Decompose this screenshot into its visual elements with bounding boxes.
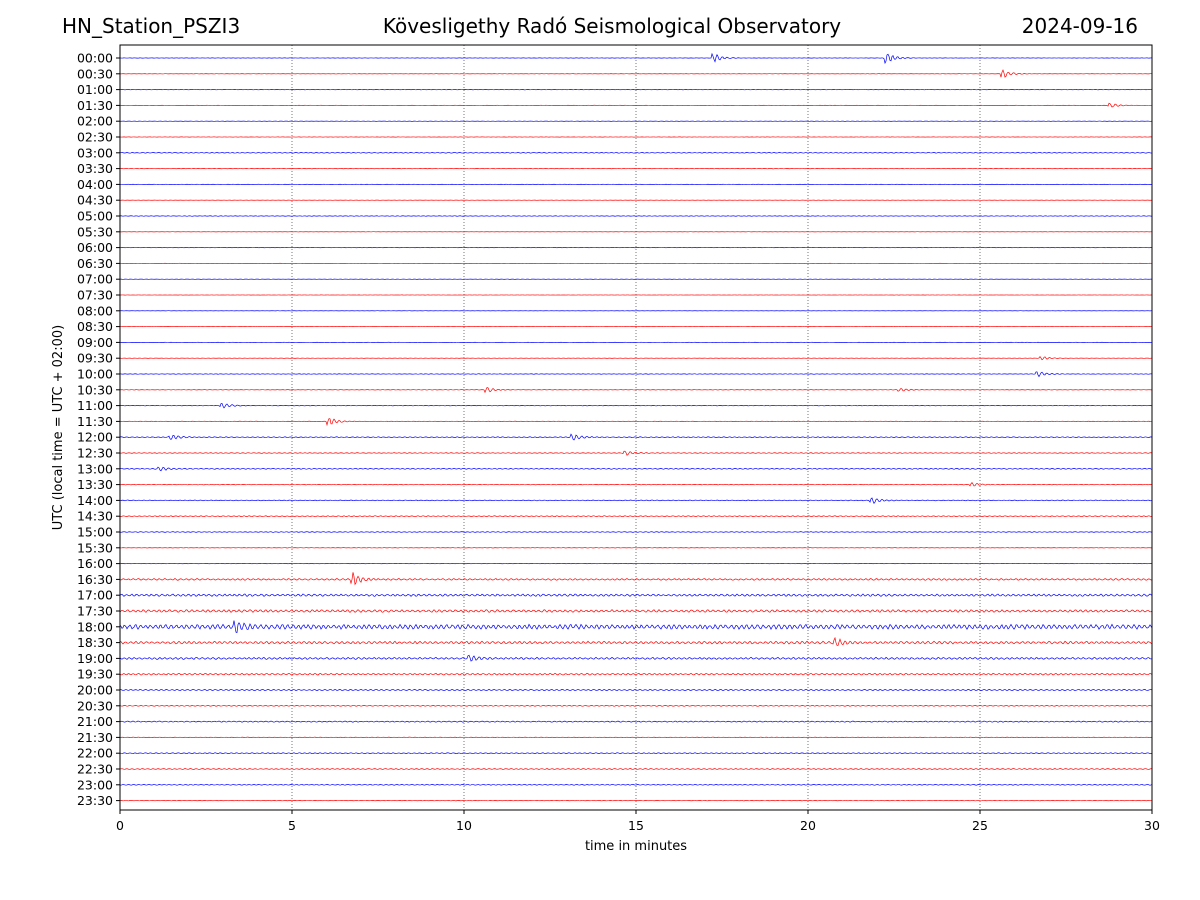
y-tick-label: 12:30 — [77, 446, 113, 461]
seismic-trace — [119, 720, 1153, 723]
x-tick-label: 30 — [1144, 818, 1160, 833]
x-axis-label: time in minutes — [585, 839, 687, 854]
y-axis-label: UTC (local time = UTC + 02:00) — [51, 325, 66, 530]
seismic-trace — [119, 672, 1153, 676]
seismic-trace — [119, 355, 1153, 361]
seismic-trace — [119, 572, 1153, 586]
y-tick-label: 01:00 — [77, 82, 113, 97]
seismic-trace — [119, 620, 1153, 634]
seismic-trace — [119, 531, 1153, 533]
record-date: 2024-09-16 — [1021, 14, 1138, 38]
y-tick-label: 09:30 — [77, 351, 113, 366]
y-tick-label: 22:30 — [77, 762, 113, 777]
y-tick-label: 15:30 — [77, 540, 113, 555]
seismic-trace — [119, 768, 1153, 770]
seismic-trace — [119, 752, 1153, 755]
seismic-trace — [119, 636, 1153, 646]
y-tick-label: 17:00 — [77, 588, 113, 603]
y-tick-label: 22:00 — [77, 746, 113, 761]
seismic-trace — [119, 403, 1153, 409]
x-tick-label: 10 — [456, 818, 472, 833]
seismic-trace — [119, 654, 1153, 662]
y-tick-label: 05:00 — [77, 209, 113, 224]
seismic-trace — [119, 152, 1153, 154]
seismic-trace — [119, 52, 1153, 65]
y-tick-label: 20:00 — [77, 683, 113, 698]
seismic-trace — [119, 497, 1153, 504]
y-tick-label: 15:00 — [77, 525, 113, 540]
seismic-trace — [119, 466, 1153, 472]
y-tick-label: 23:30 — [77, 793, 113, 808]
y-tick-label: 00:30 — [77, 66, 113, 81]
y-tick-label: 20:30 — [77, 698, 113, 713]
y-tick-label: 10:00 — [77, 367, 113, 382]
seismic-trace — [119, 609, 1153, 613]
y-tick-label: 05:30 — [77, 224, 113, 239]
y-tick-label: 04:00 — [77, 177, 113, 192]
y-tick-label: 13:30 — [77, 477, 113, 492]
y-tick-label: 03:00 — [77, 145, 113, 160]
y-tick-label: 06:00 — [77, 240, 113, 255]
y-tick-label: 01:30 — [77, 98, 113, 113]
y-tick-label: 03:30 — [77, 161, 113, 176]
y-tick-label: 08:30 — [77, 319, 113, 334]
seismic-trace — [119, 418, 1153, 427]
y-tick-label: 09:00 — [77, 335, 113, 350]
seismic-trace — [119, 593, 1153, 597]
y-tick-label: 00:00 — [77, 51, 113, 66]
y-tick-label: 21:00 — [77, 714, 113, 729]
seismic-trace — [119, 482, 1153, 487]
x-tick-label: 15 — [628, 818, 644, 833]
y-tick-label: 23:00 — [77, 777, 113, 792]
y-tick-label: 13:00 — [77, 461, 113, 476]
y-tick-label: 07:00 — [77, 272, 113, 287]
y-tick-label: 02:00 — [77, 114, 113, 129]
y-tick-label: 14:00 — [77, 493, 113, 508]
y-tick-label: 19:00 — [77, 651, 113, 666]
y-tick-label: 19:30 — [77, 667, 113, 682]
x-tick-label: 0 — [116, 818, 124, 833]
plot-area — [120, 45, 1152, 810]
y-tick-label: 11:30 — [77, 414, 113, 429]
y-tick-label: 12:00 — [77, 430, 113, 445]
y-tick-label: 11:00 — [77, 398, 113, 413]
observatory-title: Kövesligethy Radó Seismological Observat… — [382, 14, 842, 38]
seismic-trace — [119, 784, 1153, 786]
y-tick-label: 02:30 — [77, 130, 113, 145]
y-tick-label: 16:00 — [77, 556, 113, 571]
seismic-trace — [119, 736, 1153, 739]
seismic-trace — [119, 102, 1153, 108]
x-tick-label: 20 — [800, 818, 816, 833]
seismic-trace — [119, 387, 1153, 394]
station-name: HN_Station_PSZI3 — [62, 14, 241, 38]
y-tick-label: 08:00 — [77, 303, 113, 318]
seismic-trace — [119, 450, 1153, 456]
seismic-trace — [119, 688, 1153, 692]
seismic-trace — [119, 515, 1153, 518]
y-tick-label: 14:30 — [77, 509, 113, 524]
x-tick-label: 25 — [972, 818, 988, 833]
seismic-trace — [119, 433, 1153, 441]
seismic-trace — [119, 704, 1153, 707]
seismic-trace — [119, 371, 1153, 378]
seismic-trace — [119, 69, 1153, 78]
y-tick-label: 18:00 — [77, 619, 113, 634]
y-tick-label: 18:30 — [77, 635, 113, 650]
x-tick-label: 5 — [288, 818, 296, 833]
y-tick-label: 04:30 — [77, 193, 113, 208]
y-tick-label: 16:30 — [77, 572, 113, 587]
chart-header: HN_Station_PSZI3 Kövesligethy Radó Seism… — [0, 0, 1200, 45]
y-tick-label: 06:30 — [77, 256, 113, 271]
y-tick-label: 10:30 — [77, 382, 113, 397]
y-tick-label: 07:30 — [77, 288, 113, 303]
y-tick-label: 17:30 — [77, 604, 113, 619]
y-tick-label: 21:30 — [77, 730, 113, 745]
